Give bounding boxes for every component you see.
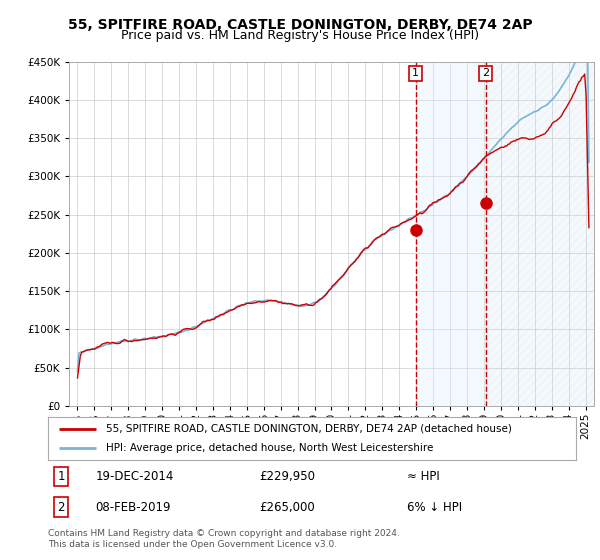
- Text: £229,950: £229,950: [259, 470, 315, 483]
- Text: HPI: Average price, detached house, North West Leicestershire: HPI: Average price, detached house, Nort…: [106, 443, 433, 453]
- Text: 1: 1: [412, 68, 419, 78]
- Text: 1: 1: [58, 470, 65, 483]
- Text: ≈ HPI: ≈ HPI: [407, 470, 440, 483]
- Bar: [485, 62, 598, 406]
- Text: Price paid vs. HM Land Registry's House Price Index (HPI): Price paid vs. HM Land Registry's House …: [121, 29, 479, 42]
- Text: £265,000: £265,000: [259, 501, 315, 514]
- Text: 55, SPITFIRE ROAD, CASTLE DONINGTON, DERBY, DE74 2AP (detached house): 55, SPITFIRE ROAD, CASTLE DONINGTON, DER…: [106, 424, 512, 434]
- Text: 6% ↓ HPI: 6% ↓ HPI: [407, 501, 462, 514]
- Text: 55, SPITFIRE ROAD, CASTLE DONINGTON, DERBY, DE74 2AP: 55, SPITFIRE ROAD, CASTLE DONINGTON, DER…: [68, 18, 532, 32]
- Text: 08-FEB-2019: 08-FEB-2019: [95, 501, 171, 514]
- Text: 19-DEC-2014: 19-DEC-2014: [95, 470, 174, 483]
- Text: 2: 2: [482, 68, 489, 78]
- Text: 2: 2: [58, 501, 65, 514]
- Text: Contains HM Land Registry data © Crown copyright and database right 2024.
This d: Contains HM Land Registry data © Crown c…: [48, 529, 400, 549]
- Bar: [416, 62, 485, 406]
